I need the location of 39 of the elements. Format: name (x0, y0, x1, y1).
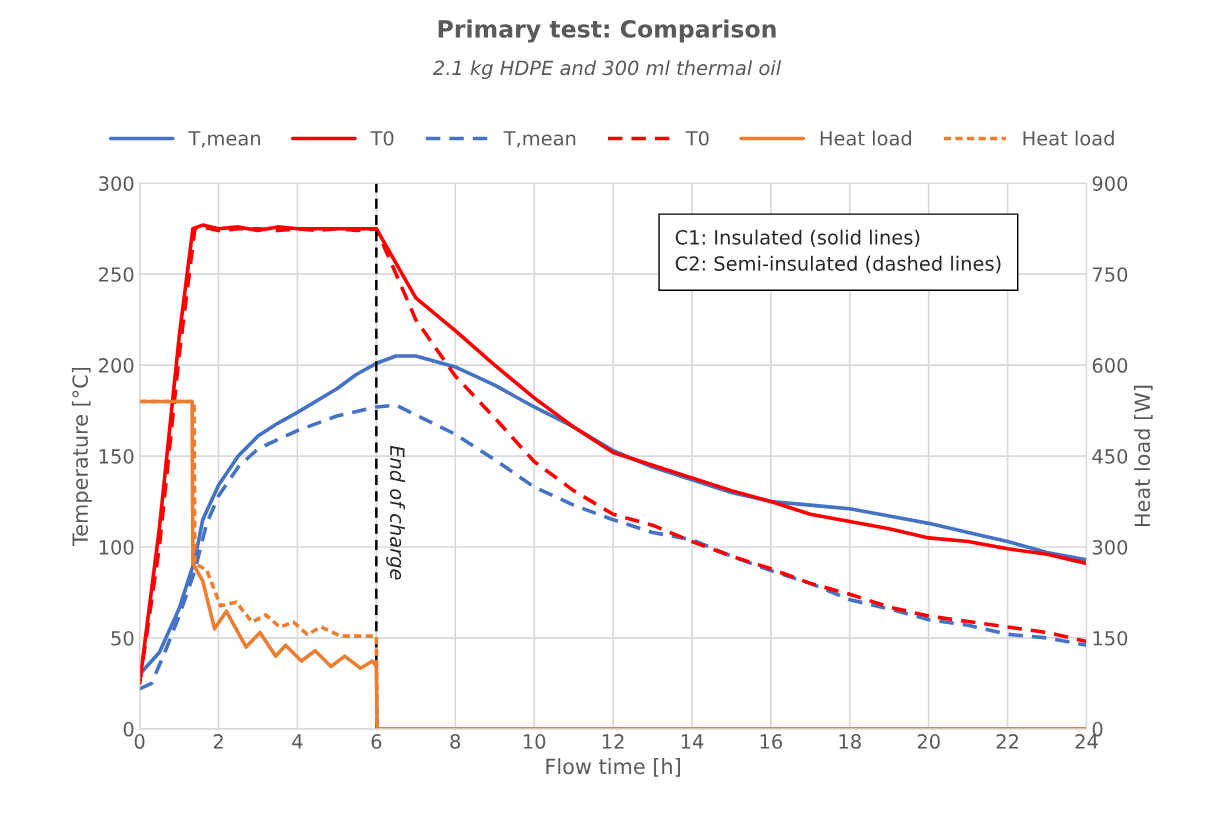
x-tick-label: 2 (213, 734, 223, 749)
x-tick-label: 8 (450, 734, 461, 749)
x-tick-label: 18 (839, 734, 861, 749)
legend-label: Heat load (820, 130, 911, 146)
x-axis-title: Flow time [h] (546, 758, 680, 777)
chart-subtitle: 2.1 kg HDPE and 300 ml thermal oil (432, 60, 782, 80)
y-tick-label: 0 (123, 721, 134, 737)
x-tick-label: 16 (760, 734, 783, 749)
legend-label: T0 (685, 130, 709, 146)
x-tick-label: 0 (134, 734, 145, 749)
y-axis-title: Temperature [°C] (71, 367, 93, 547)
y2-tick-label: 300 (1092, 539, 1128, 555)
y-tick-label: 300 (99, 176, 134, 191)
annotation: C1: Insulated (solid lines) (675, 229, 920, 247)
y-tick-label: 100 (99, 539, 134, 555)
y2-tick-label: 900 (1092, 176, 1128, 191)
legend-label: T0 (370, 130, 394, 146)
x-tick-label: 12 (602, 734, 624, 749)
ref-line-label: End of charge (386, 445, 406, 580)
x-tick-label: 10 (523, 734, 546, 749)
x-tick-label: 20 (917, 734, 940, 749)
y2-tick-label: 450 (1092, 449, 1128, 464)
x-tick-label: 6 (371, 734, 382, 749)
x-tick-label: 14 (681, 734, 704, 749)
y-tick-label: 250 (99, 267, 134, 282)
y-tick-label: 50 (111, 630, 134, 646)
y2-axis-title: Heat load [W] (1134, 385, 1153, 527)
x-tick-label: 4 (292, 734, 303, 749)
y2-tick-label: 750 (1092, 267, 1128, 282)
x-tick-label: 22 (996, 734, 1019, 749)
legend-label: T,mean (503, 131, 576, 148)
chart-title: Primary test: Comparison (438, 19, 776, 43)
y-tick-label: 200 (99, 358, 134, 373)
y-tick-label: 150 (99, 449, 134, 464)
annotation: C2: Semi-insulated (dashed lines) (675, 255, 1001, 274)
legend-label: T,mean (188, 131, 260, 148)
y2-tick-label: 150 (1093, 630, 1128, 646)
legend-label: Heat load (1023, 130, 1114, 146)
y2-tick-label: 600 (1092, 358, 1128, 373)
